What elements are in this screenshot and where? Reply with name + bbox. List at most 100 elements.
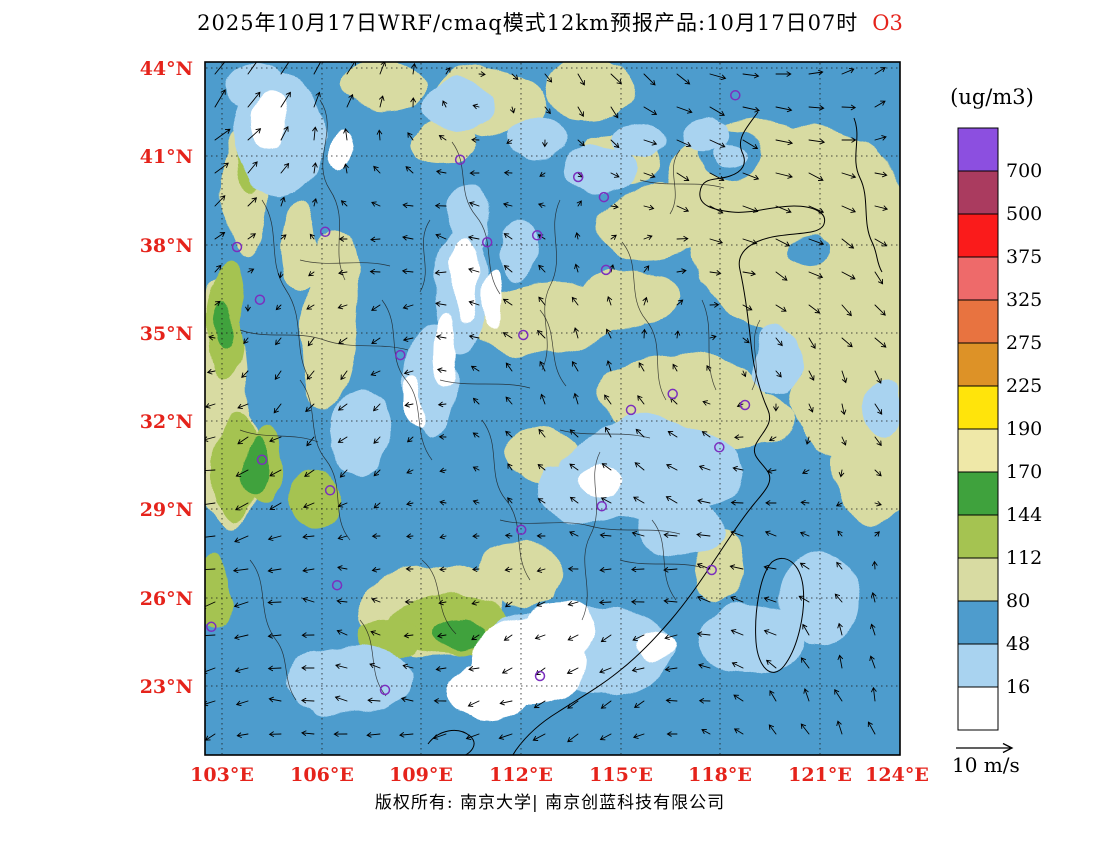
boundary-line (299, 379, 351, 541)
lon-tick-label: 112°E (489, 764, 553, 786)
o3-field-region (599, 181, 721, 259)
legend-color-swatch (957, 643, 999, 688)
o3-field-region (450, 238, 479, 323)
station-marker (706, 564, 717, 576)
boundary-line (639, 179, 725, 189)
lon-tick-label: 118°E (688, 764, 752, 786)
station-marker (730, 90, 741, 101)
station-marker (515, 524, 527, 536)
reference-arrow-glyph (956, 742, 1014, 754)
o3-field-region (252, 90, 289, 151)
o3-field-region (524, 600, 597, 661)
lon-tick-label: 106°E (290, 764, 354, 786)
o3-field-region (862, 380, 900, 437)
legend-color-swatch (957, 256, 999, 301)
o3-field-region (404, 374, 425, 427)
boundary-line (701, 299, 717, 391)
wind-arrow-field (205, 62, 889, 743)
o3-field-region (243, 439, 267, 492)
station-marker (395, 349, 406, 361)
latlon-grid (206, 63, 899, 754)
station-marker (714, 442, 725, 453)
boundary-line (419, 219, 431, 293)
legend-level-label: 16 (1006, 676, 1030, 698)
legend-color-swatch (957, 213, 999, 258)
o3-field-region (288, 644, 413, 717)
lat-tick-label: 29°N (140, 499, 193, 521)
o3-field-region (614, 274, 685, 325)
lat-tick-label: 32°N (140, 411, 193, 433)
o3-field-region (544, 62, 636, 120)
boundary-line (541, 199, 561, 371)
station-marker (481, 236, 493, 248)
o3-field-region (573, 461, 626, 498)
axis-tick-labels: 44°N 41°N 38°N 35°N 32°N 29°N 26°N 23°N 103°E 106… (140, 58, 929, 786)
colorbar: 700 500 375 325 275 225 190 170 144 112 80 48 16 (957, 127, 1042, 731)
station-marker (331, 579, 343, 591)
lat-tick-label: 26°N (140, 588, 193, 610)
o3-field-region (343, 62, 427, 111)
legend-level-label: 700 (1006, 160, 1042, 182)
city-station-markers (206, 90, 751, 696)
boundary-line (261, 199, 311, 381)
o3-field-region (205, 554, 231, 627)
boundary-line (421, 559, 457, 635)
boundary-line (539, 309, 567, 387)
o3-field-region (484, 269, 505, 330)
copyright-text: 版权所有: 南京大学| 南京创蓝科技有限公司 (374, 793, 726, 813)
boundary-line (499, 519, 681, 535)
station-marker (625, 404, 637, 416)
admin-boundaries (239, 99, 883, 755)
station-marker (572, 171, 584, 183)
boundary-line (619, 559, 705, 569)
wind-reference-arrow (956, 742, 1014, 754)
lon-tick-label: 103°E (190, 764, 254, 786)
o3-field-region (424, 79, 497, 131)
lat-tick-label: 41°N (140, 146, 193, 168)
o3-field-region (637, 501, 722, 558)
legend-color-swatch (957, 686, 999, 731)
boundary-line (239, 329, 409, 351)
boundary-line (249, 559, 297, 701)
boundary-line (439, 379, 531, 389)
legend-level-label: 170 (1006, 461, 1042, 483)
o3-field-region (713, 144, 746, 169)
station-marker (596, 500, 608, 512)
map-frame (204, 61, 901, 756)
station-marker (518, 329, 529, 341)
o3-field-region (749, 325, 800, 395)
station-marker (534, 670, 546, 682)
lat-tick-label: 23°N (140, 676, 193, 698)
boundary-line (621, 241, 667, 401)
o3-field-region (715, 186, 795, 233)
legend-units-title: (ug/m3) (950, 85, 1034, 109)
o3-field-region (302, 228, 358, 412)
legend-color-swatch (957, 385, 999, 430)
lat-tick-label: 38°N (140, 235, 193, 257)
station-marker (739, 399, 751, 411)
lon-tick-label: 109°E (389, 764, 453, 786)
station-marker (324, 485, 336, 496)
boundary-line (581, 451, 601, 621)
station-marker (319, 226, 331, 238)
legend-color-swatch (957, 514, 999, 559)
boundary-line (481, 419, 531, 581)
legend-color-swatch (957, 127, 999, 172)
o3-field-region (289, 468, 340, 529)
o3-field-region (473, 544, 566, 605)
o3-field-region (697, 604, 802, 676)
o3-concentration-field (205, 62, 900, 755)
o3-field-region (434, 618, 487, 647)
station-marker (231, 241, 243, 253)
station-marker (600, 264, 612, 276)
lat-tick-label: 44°N (140, 58, 193, 80)
station-marker (598, 191, 610, 203)
boundary-line (559, 429, 651, 439)
o3-field-region (680, 116, 729, 153)
o3-field-region (563, 144, 636, 197)
korea-coast (853, 117, 883, 273)
lat-tick-label: 35°N (140, 323, 193, 345)
legend-color-swatch (957, 471, 999, 516)
station-marker (531, 230, 543, 241)
